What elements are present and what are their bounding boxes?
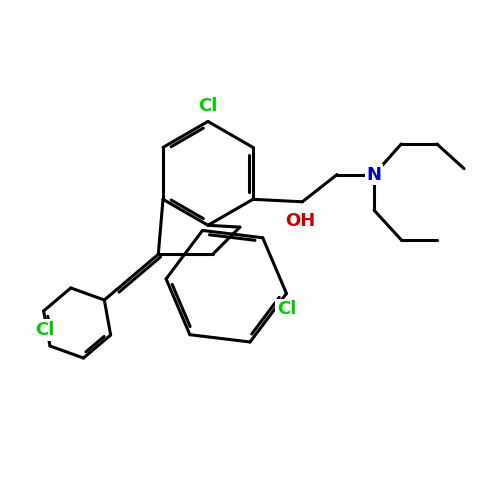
- Text: Cl: Cl: [36, 321, 54, 339]
- Text: Cl: Cl: [277, 300, 296, 318]
- Text: Cl: Cl: [198, 96, 218, 114]
- Text: OH: OH: [285, 212, 315, 230]
- Text: N: N: [366, 166, 382, 184]
